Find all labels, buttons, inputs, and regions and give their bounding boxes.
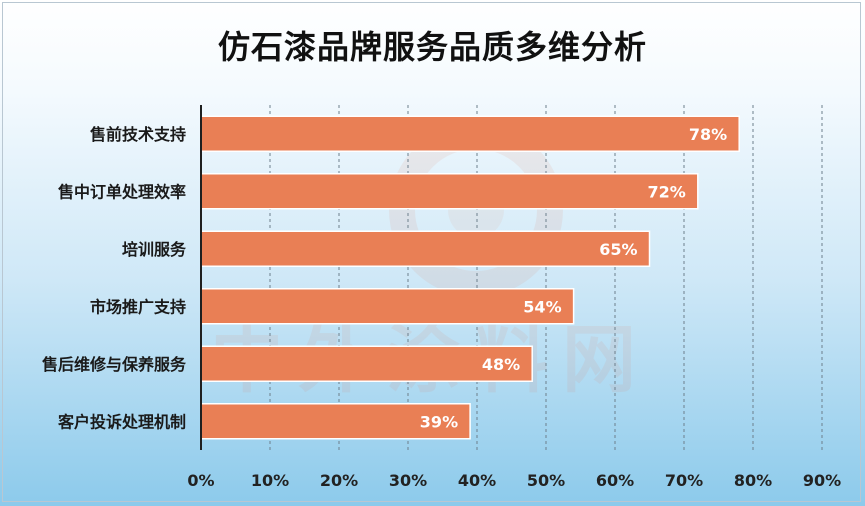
bars [200,115,740,440]
category-label: 培训服务 [122,240,187,259]
x-tick-label: 70% [665,471,703,490]
x-tick-label: 60% [596,471,634,490]
data-label: 72% [648,182,686,201]
data-label: 65% [599,240,637,259]
bar [200,115,740,152]
bar [200,403,471,440]
bar [200,230,651,267]
bar [200,288,575,325]
category-label: 售后维修与保养服务 [42,355,187,374]
x-tick-label: 40% [458,471,496,490]
category-labels: 售前技术支持售中订单处理效率培训服务市场推广支持售后维修与保养服务客户投诉处理机… [42,125,187,432]
category-label: 售中订单处理效率 [58,182,186,201]
x-tick-label: 90% [803,471,841,490]
x-tick-label: 50% [527,471,565,490]
category-label: 市场推广支持 [90,297,186,316]
x-tick-label: 80% [734,471,772,490]
category-label: 售前技术支持 [90,125,186,144]
data-label: 39% [420,412,458,431]
x-tick-label: 30% [389,471,427,490]
value-labels: 78% 72% 65% 54% 48% 39% [420,125,727,432]
category-label: 客户投诉处理机制 [58,412,186,431]
x-tick-labels: 0% 10% 20% 30% 40% 50% 60% 70% 80% 90% [187,471,841,490]
x-tick-label: 10% [251,471,289,490]
data-label: 48% [482,355,520,374]
bar [200,173,699,210]
data-label: 78% [689,125,727,144]
x-tick-label: 0% [187,471,214,490]
data-label: 54% [523,297,561,316]
chart-title: 仿石漆品牌服务品质多维分析 [217,28,647,66]
bar [200,345,533,382]
x-tick-label: 20% [320,471,358,490]
